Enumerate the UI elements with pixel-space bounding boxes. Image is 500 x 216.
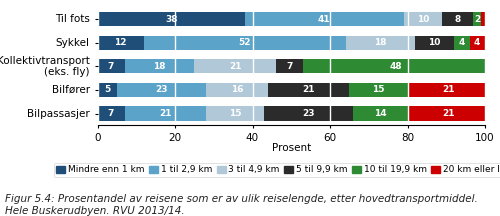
Bar	[98, 36, 144, 50]
Bar	[124, 106, 206, 121]
Text: 21: 21	[302, 86, 315, 94]
Text: 21: 21	[159, 109, 172, 118]
Bar	[415, 36, 454, 50]
Text: 4: 4	[474, 38, 480, 47]
Bar	[303, 59, 489, 73]
Bar	[408, 83, 489, 97]
Text: 41: 41	[318, 15, 330, 24]
Text: 21: 21	[442, 86, 454, 94]
Text: 16: 16	[231, 86, 243, 94]
Bar	[194, 59, 276, 73]
Text: 21: 21	[229, 62, 241, 71]
Text: 12: 12	[114, 38, 127, 47]
Text: 5: 5	[104, 86, 110, 94]
Text: 52: 52	[238, 38, 251, 47]
Text: 2: 2	[474, 15, 480, 24]
Text: 18: 18	[374, 38, 386, 47]
Bar	[346, 36, 415, 50]
Text: 10: 10	[428, 38, 441, 47]
Legend: Mindre enn 1 km, 1 til 2,9 km, 3 til 4,9 km, 5 til 9,9 km, 10 til 19,9 km, 20 km: Mindre enn 1 km, 1 til 2,9 km, 3 til 4,9…	[54, 163, 500, 177]
Bar	[481, 12, 485, 26]
Bar	[404, 12, 442, 26]
Bar	[470, 36, 485, 50]
Text: 7: 7	[108, 109, 114, 118]
Text: 38: 38	[165, 15, 177, 24]
Text: Prosent: Prosent	[272, 143, 311, 153]
Text: 23: 23	[155, 86, 168, 94]
Text: 23: 23	[302, 109, 315, 118]
Text: 15: 15	[372, 86, 384, 94]
Text: 18: 18	[153, 62, 166, 71]
Text: 7: 7	[286, 62, 292, 71]
Bar	[206, 83, 268, 97]
Bar	[144, 36, 346, 50]
Bar	[98, 12, 245, 26]
Bar	[454, 36, 469, 50]
Text: 15: 15	[229, 109, 241, 118]
Bar	[350, 83, 408, 97]
Bar	[98, 106, 124, 121]
Text: 4: 4	[458, 38, 465, 47]
Bar	[245, 12, 404, 26]
Bar	[408, 106, 489, 121]
Text: 8: 8	[455, 15, 461, 24]
Text: 21: 21	[442, 109, 454, 118]
Text: 48: 48	[390, 62, 402, 71]
Bar	[206, 106, 264, 121]
Bar	[442, 12, 474, 26]
Bar	[98, 59, 124, 73]
Bar	[268, 83, 349, 97]
Bar	[353, 106, 408, 121]
Bar	[276, 59, 303, 73]
Bar	[117, 83, 206, 97]
Text: 7: 7	[108, 62, 114, 71]
Text: Figur 5.4: Prosentandel av reisene som er av ulik reiselengde, etter hovedtransp: Figur 5.4: Prosentandel av reisene som e…	[5, 194, 478, 216]
Text: 14: 14	[374, 109, 386, 118]
Bar	[264, 106, 353, 121]
Text: 10: 10	[417, 15, 429, 24]
Bar	[474, 12, 481, 26]
Bar	[124, 59, 194, 73]
Bar	[98, 83, 117, 97]
